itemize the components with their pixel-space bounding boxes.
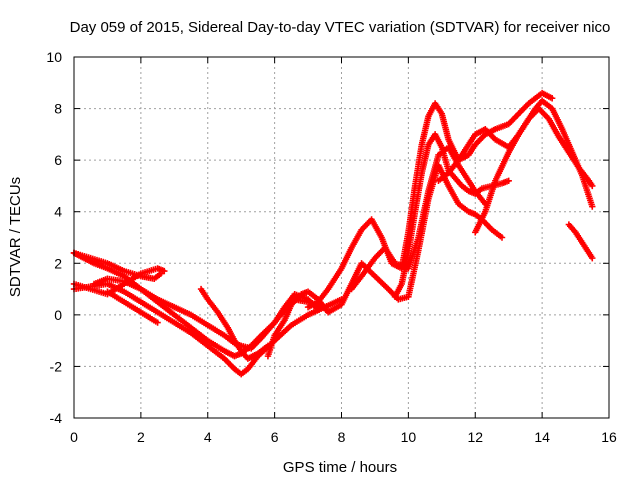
y-tick-label: 2	[54, 255, 62, 271]
series-arc-g	[197, 285, 272, 362]
series-arc-n	[565, 221, 596, 262]
y-tick-label: 0	[54, 307, 62, 323]
x-tick-label: 10	[401, 429, 417, 445]
data-point-marker	[589, 182, 596, 190]
y-tick-label: 4	[54, 204, 62, 220]
data-points	[70, 89, 596, 378]
y-tick-label: -4	[50, 410, 63, 426]
x-tick-label: 12	[467, 429, 483, 445]
series-arc-d	[70, 280, 328, 378]
chart-title: Day 059 of 2015, Sidereal Day-to-day VTE…	[70, 19, 611, 36]
y-tick-labels: -4 -2 0 2 4 6 8 10	[46, 49, 62, 426]
y-tick-label: 10	[46, 49, 62, 65]
y-tick-label: 8	[54, 101, 62, 117]
x-tick-label: 16	[601, 429, 617, 445]
x-tick-label: 4	[204, 429, 212, 445]
x-tick-labels: 0 2 4 6 8 10 12 14 16	[70, 429, 617, 445]
data-point-marker	[589, 254, 596, 262]
y-tick-label: 6	[54, 152, 62, 168]
data-point-marker	[314, 306, 322, 313]
data-point-marker	[589, 203, 596, 210]
x-tick-label: 8	[338, 429, 346, 445]
series-arc-k	[391, 131, 512, 301]
x-tick-label: 2	[137, 429, 145, 445]
x-tick-label: 0	[70, 429, 78, 445]
y-axis-label: SDTVAR / TECUs	[7, 177, 24, 297]
series-arc-m	[472, 97, 596, 236]
data-point-marker	[154, 319, 161, 326]
series-arc-j	[348, 144, 489, 293]
series-arc-i	[304, 89, 556, 311]
data-point-marker	[505, 177, 512, 184]
data-point-marker	[161, 267, 168, 275]
series-arc-b	[70, 249, 165, 282]
series-arc-f	[104, 288, 161, 326]
x-tick-label: 14	[534, 429, 550, 445]
axis-ticks	[73, 56, 610, 419]
data-point-marker	[498, 234, 506, 241]
y-tick-label: -2	[50, 358, 63, 374]
plot-frame	[73, 56, 610, 419]
data-point-marker	[548, 95, 556, 102]
data-point-marker	[157, 270, 165, 277]
grid	[74, 57, 609, 418]
x-axis-label: GPS time / hours	[283, 459, 397, 476]
x-tick-label: 6	[271, 429, 279, 445]
